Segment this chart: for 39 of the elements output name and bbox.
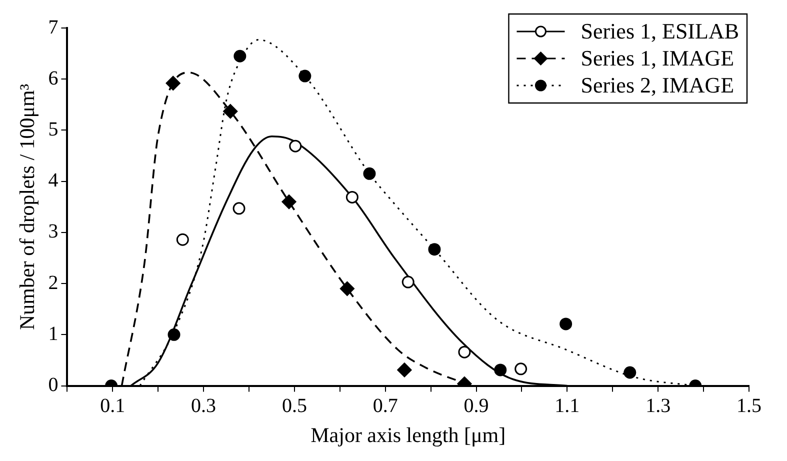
x-tick-label: 1.3: [646, 395, 671, 418]
point: [234, 50, 246, 62]
point: [428, 243, 441, 256]
x-tick-label: 0.5: [282, 395, 307, 418]
y-axis-title: Number of droplets / 100μm³: [15, 84, 40, 330]
point: [458, 346, 471, 358]
y-tick-label: 5: [48, 118, 58, 140]
point: [298, 70, 312, 82]
y-tick-label: 0: [48, 374, 58, 396]
point: [363, 167, 376, 180]
y-tick-label: 4: [48, 170, 58, 192]
y-tick-label: 7: [48, 16, 58, 38]
x-tick-label: 1.5: [736, 395, 762, 418]
point: [560, 318, 572, 330]
x-tick-label: 0.1: [100, 395, 126, 418]
point: [282, 194, 296, 210]
x-tick-label: 1.1: [554, 395, 580, 418]
y-tick-label: 3: [48, 220, 58, 243]
point: [346, 190, 358, 204]
point: [223, 104, 238, 119]
y-tick-label: 2: [48, 272, 58, 294]
y-tick-label: 1: [48, 322, 58, 345]
y-tick-label: 6: [48, 67, 58, 90]
point: [397, 362, 412, 378]
point: [176, 233, 189, 246]
point: [166, 76, 180, 90]
x-tick-label: 0.7: [372, 395, 398, 418]
x-axis-title: Major axis length [μm]: [310, 422, 506, 447]
x-tick-label: 0.3: [191, 395, 216, 418]
legend-label: Series 2, IMAGE: [580, 72, 734, 98]
point: [402, 276, 414, 288]
legend-label: Series 1, IMAGE: [580, 45, 734, 70]
point: [514, 362, 528, 376]
point: [232, 202, 246, 215]
point: [340, 281, 354, 296]
legend-label: Series 1, ESILAB: [580, 18, 739, 44]
x-tick-label: 0.9: [464, 395, 489, 418]
point: [624, 366, 636, 379]
point: [289, 140, 302, 152]
